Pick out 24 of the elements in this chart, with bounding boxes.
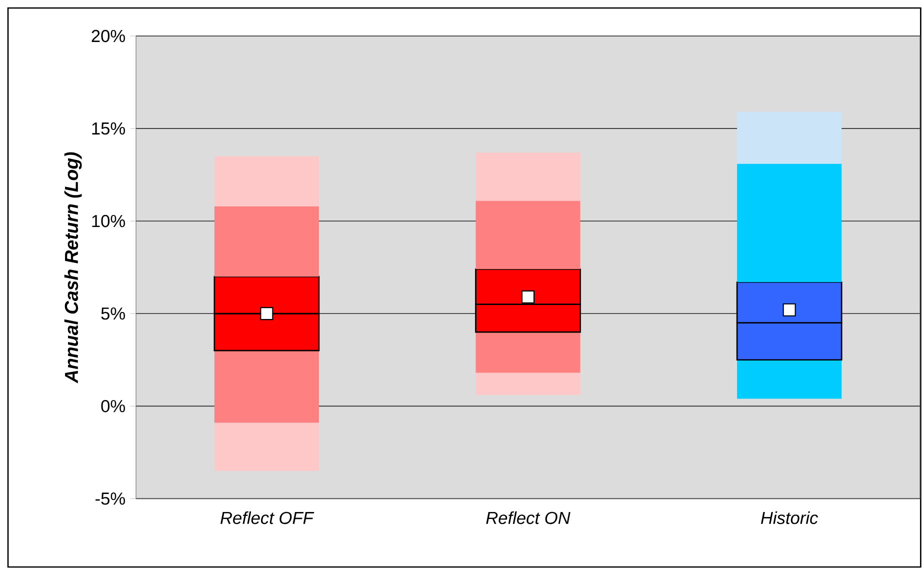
bar [737,112,842,164]
y-tick-label: 0% [101,400,125,412]
bar [476,152,580,201]
bar [214,156,319,206]
x-tick-label: Reflect OFF [220,511,314,524]
bar [214,206,319,277]
bar [476,332,580,373]
y-tick-label: 20% [92,30,125,42]
bar [737,164,842,282]
point [521,290,535,304]
bar [214,350,319,423]
x-tick-label: Historic [760,511,818,524]
y-axis-title: Annual Cash Return (Log) [64,152,82,384]
bar [476,372,580,396]
y-tick-label: -5% [96,492,125,505]
bar [476,200,580,270]
y-tick-label: 15% [92,122,125,135]
bar [214,422,319,471]
bar [737,360,842,399]
y-tick-label: 10% [92,214,125,228]
y-tick-label: 5% [101,307,125,320]
point [782,303,796,316]
point [260,307,274,320]
x-tick-label: Reflect ON [486,511,570,524]
